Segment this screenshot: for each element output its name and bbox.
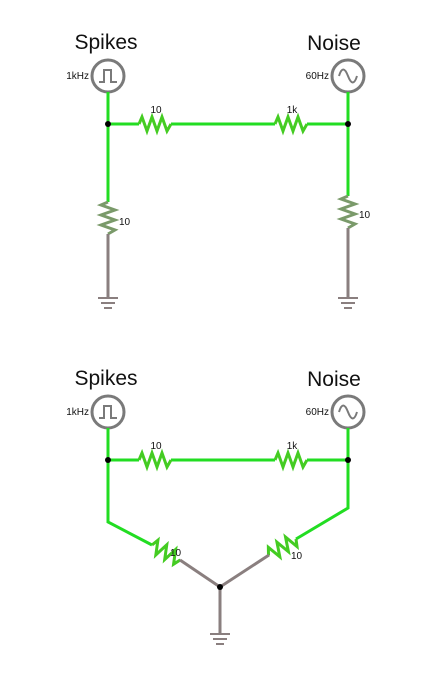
ground-icon — [98, 297, 118, 309]
resistor-top-right-value: 1k — [287, 105, 299, 116]
resistor-top-right[interactable] — [273, 112, 309, 136]
resistor-left-value: 10 — [170, 548, 182, 559]
node — [105, 457, 111, 463]
noise-frequency: 60Hz — [306, 407, 329, 418]
ground-icon — [338, 297, 358, 309]
square-wave-icon — [99, 69, 117, 83]
resistor-right-value: 10 — [359, 210, 371, 221]
active-wires — [106, 428, 350, 547]
resistor-top-right[interactable] — [273, 448, 309, 472]
spikes-source[interactable] — [90, 394, 126, 430]
resistor-right-value: 10 — [291, 551, 303, 562]
node — [105, 121, 111, 127]
square-wave-icon — [99, 405, 117, 419]
resistor-top-right-value: 1k — [287, 441, 299, 452]
resistor-left[interactable] — [149, 536, 184, 568]
circuit-1: Spikes Noise 1kHz 60Hz 10 1k — [66, 31, 371, 309]
noise-source[interactable] — [330, 58, 366, 94]
sine-wave-icon — [338, 404, 358, 420]
spikes-source[interactable] — [90, 58, 126, 94]
ground-icon — [210, 633, 230, 645]
resistor-right[interactable] — [336, 194, 360, 230]
ground-wires — [179, 553, 270, 633]
resistor-right[interactable] — [265, 533, 300, 561]
resistor-top-left[interactable] — [137, 448, 173, 472]
resistor-top-left[interactable] — [137, 112, 173, 136]
noise-label: Noise — [307, 32, 361, 55]
node — [345, 121, 351, 127]
resistor-left[interactable] — [96, 200, 120, 236]
spikes-label: Spikes — [74, 31, 137, 54]
spikes-label: Spikes — [74, 367, 137, 390]
spikes-frequency: 1kHz — [66, 407, 89, 418]
active-wires — [106, 92, 350, 202]
noise-source[interactable] — [330, 394, 366, 430]
resistor-top-left-value: 10 — [150, 105, 162, 116]
circuit-2: Spikes Noise 1kHz 60Hz 10 1k — [66, 367, 366, 645]
noise-frequency: 60Hz — [306, 71, 329, 82]
noise-label: Noise — [307, 368, 361, 391]
spikes-frequency: 1kHz — [66, 71, 89, 82]
resistor-top-left-value: 10 — [150, 441, 162, 452]
resistor-left-value: 10 — [119, 217, 131, 228]
node — [345, 457, 351, 463]
node — [217, 584, 223, 590]
sine-wave-icon — [338, 68, 358, 84]
